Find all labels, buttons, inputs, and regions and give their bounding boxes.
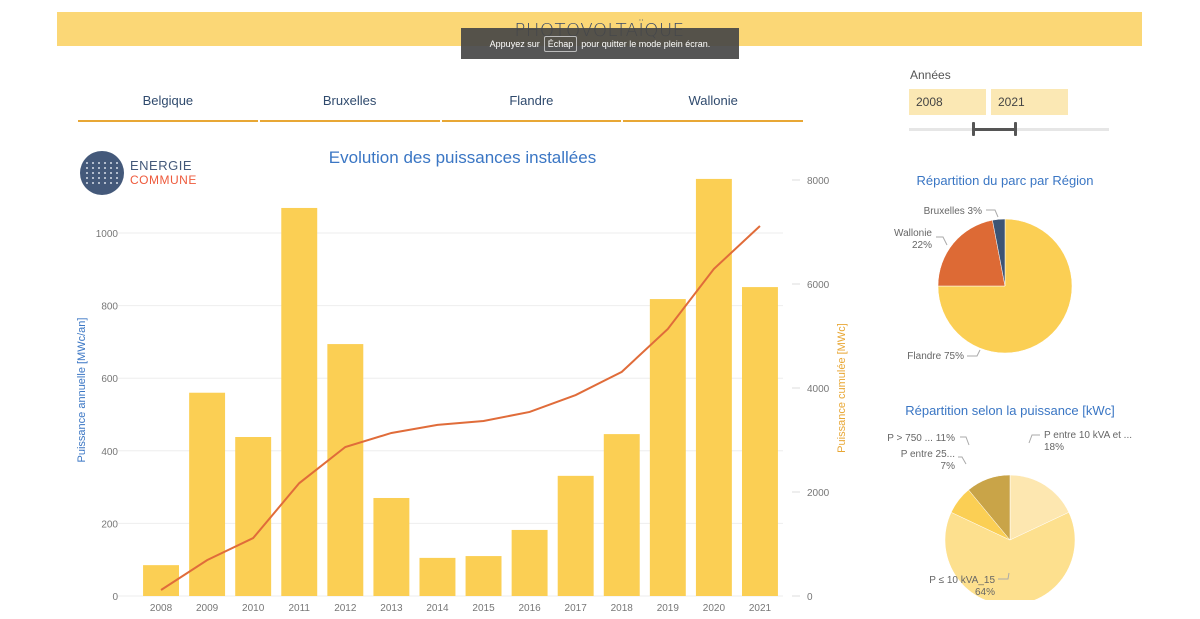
- pie-label: Bruxelles 3%: [924, 206, 982, 217]
- year-slider-range: [974, 128, 1016, 131]
- pie-slice[interactable]: [1009, 474, 1070, 541]
- x-axis-tick: 2015: [472, 603, 495, 614]
- bar-2016[interactable]: [511, 529, 548, 596]
- left-axis-tick: 200: [101, 519, 118, 530]
- toast-prefix: Appuyez sur: [489, 38, 540, 49]
- region-tabs: Belgique Bruxelles Flandre Wallonie: [78, 85, 805, 122]
- year-slider-handle-start[interactable]: [972, 122, 975, 136]
- pie-slice[interactable]: [937, 219, 1006, 287]
- bar-2014[interactable]: [419, 557, 456, 596]
- main-combo-chart: 0 200 400 600 800 1000 0 2000 4000 6000 8000 2008 20…: [76, 176, 848, 614]
- pie-slice[interactable]: [992, 218, 1006, 287]
- tab-flandre[interactable]: Flandre: [441, 85, 622, 122]
- x-axis-tick: 2019: [657, 603, 680, 614]
- bar-2015[interactable]: [465, 556, 502, 596]
- tab-wallonie[interactable]: Wallonie: [623, 85, 803, 122]
- pie-leader-line: [1028, 434, 1040, 444]
- bar-2013[interactable]: [373, 497, 410, 596]
- pie-slice[interactable]: [944, 511, 1076, 600]
- pie-label: P entre 10 kVA et ...: [1044, 430, 1132, 441]
- pie-label: P > 750 ... 11%: [887, 433, 955, 444]
- region-pie-title: Répartition du parc par Région: [916, 173, 1094, 188]
- x-axis-tick: 2020: [703, 603, 726, 614]
- left-axis-label: Puissance annuelle [MWc/an]: [76, 318, 88, 463]
- right-axis-tick: 8000: [807, 176, 830, 187]
- right-axis-tick: 6000: [807, 280, 830, 291]
- energie-commune-logo: ENERGIE COMMUNE: [80, 151, 197, 195]
- x-axis-tick: 2018: [611, 603, 634, 614]
- year-slider-handle-end[interactable]: [1014, 122, 1017, 136]
- pie-leader-line: [998, 572, 1010, 580]
- pie-label: P entre 25...: [901, 449, 955, 460]
- x-axis-tick: 2021: [749, 603, 772, 614]
- pie-label: 64%: [975, 587, 995, 598]
- power-pie-chart: P entre 10 kVA et ...18% P > 750 ... 11% P…: [887, 430, 1132, 600]
- bar-2021[interactable]: [741, 287, 778, 596]
- logo-text-energie: ENERGIE: [130, 158, 193, 173]
- main-chart-title: Evolution des puissances installées: [328, 148, 597, 167]
- x-axis-tick: 2009: [196, 603, 219, 614]
- left-axis-tick: 600: [101, 374, 118, 385]
- bar-2020[interactable]: [695, 178, 732, 596]
- left-axis-tick: 0: [112, 592, 118, 603]
- left-axis-tick: 1000: [96, 229, 119, 240]
- pie-label: 18%: [1044, 442, 1064, 453]
- bar-2017[interactable]: [557, 475, 594, 596]
- bar-2018[interactable]: [603, 434, 640, 596]
- pie-leader-line: [936, 236, 948, 246]
- bar-2019[interactable]: [649, 299, 686, 596]
- x-axis-tick: 2011: [288, 603, 310, 614]
- pie-leader-line: [960, 436, 970, 446]
- escape-key-hint: Échap: [543, 35, 578, 52]
- bar-2011[interactable]: [281, 207, 318, 596]
- left-axis-tick: 400: [101, 447, 118, 458]
- right-axis-tick: 0: [807, 592, 813, 603]
- bar-2010[interactable]: [235, 437, 272, 596]
- toast-suffix: pour quitter le mode plein écran.: [581, 38, 711, 49]
- x-axis-tick: 2014: [426, 603, 449, 614]
- x-axis-tick: 2010: [242, 603, 265, 614]
- right-axis-label: Puissance cumulée [MWc]: [836, 323, 848, 453]
- x-axis-tick: 2016: [518, 603, 541, 614]
- tab-belgique[interactable]: Belgique: [78, 85, 258, 122]
- pie-slice[interactable]: [968, 474, 1011, 541]
- years-filter-label: Années: [910, 68, 951, 82]
- right-axis-tick: 4000: [807, 384, 830, 395]
- fullscreen-toast: Appuyez sur Échap pour quitter le mode p…: [461, 28, 739, 59]
- year-to-input[interactable]: 2021: [991, 89, 1068, 115]
- x-axis-tick: 2008: [150, 603, 173, 614]
- bar-2008[interactable]: [143, 565, 180, 596]
- year-from-input[interactable]: 2008: [909, 89, 986, 115]
- bar-2009[interactable]: [189, 392, 226, 596]
- left-axis-tick: 800: [101, 302, 118, 313]
- right-axis-tick: 2000: [807, 488, 830, 499]
- bar-2012[interactable]: [327, 344, 364, 596]
- pie-label: P ≤ 10 kVA_15: [929, 575, 995, 586]
- cumulative-line[interactable]: [160, 225, 761, 591]
- pie-label: Flandre 75%: [907, 351, 964, 362]
- pie-label: Wallonie: [894, 228, 932, 239]
- logo-text-commune: COMMUNE: [130, 173, 197, 187]
- power-pie-title: Répartition selon la puissance [kWc]: [905, 403, 1115, 418]
- tab-bruxelles[interactable]: Bruxelles: [259, 85, 440, 122]
- pie-leader-line: [967, 349, 981, 357]
- pie-leader-line: [958, 456, 967, 465]
- x-axis-tick: 2013: [380, 603, 403, 614]
- logo-dots-icon: [80, 151, 124, 195]
- pie-slice[interactable]: [937, 218, 1073, 354]
- x-axis-tick: 2017: [565, 603, 588, 614]
- x-axis-tick: 2012: [334, 603, 357, 614]
- pie-label: 7%: [941, 461, 956, 472]
- pie-leader-line: [986, 209, 999, 218]
- pie-label: 22%: [912, 240, 932, 251]
